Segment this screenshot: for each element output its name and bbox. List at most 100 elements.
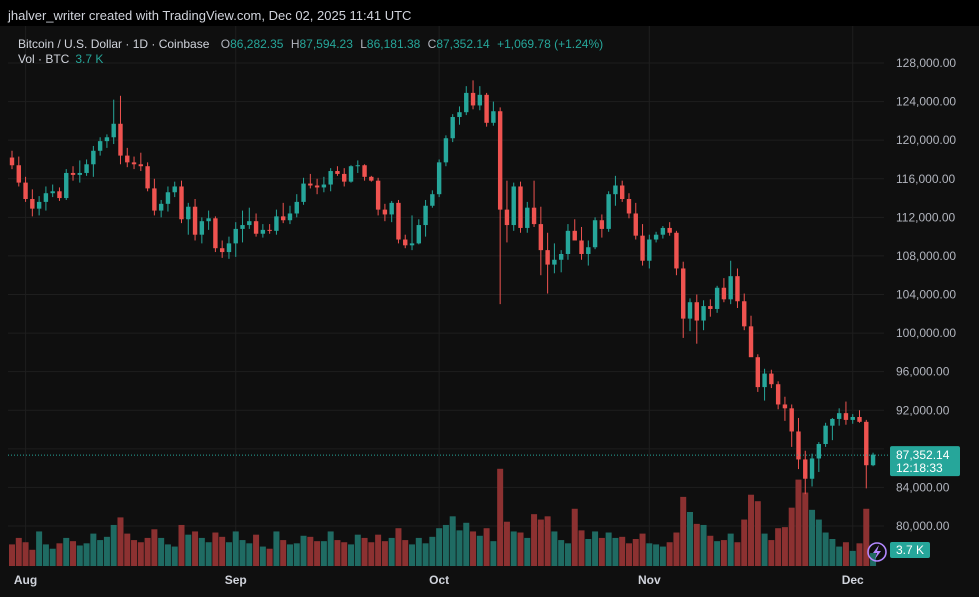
candle[interactable]	[131, 156, 137, 170]
candle[interactable]	[721, 278, 727, 303]
candle[interactable]	[274, 209, 279, 235]
candle[interactable]	[104, 134, 110, 148]
symbol-title[interactable]: Bitcoin / U.S. Dollar · 1D · Coinbase	[18, 37, 210, 51]
candle[interactable]	[769, 369, 774, 389]
candle[interactable]	[84, 159, 89, 176]
candle[interactable]	[450, 114, 455, 143]
candle[interactable]	[321, 176, 327, 193]
candle[interactable]	[70, 166, 76, 181]
candle[interactable]	[674, 230, 679, 276]
candle[interactable]	[552, 243, 557, 274]
candle[interactable]	[464, 86, 469, 116]
candle[interactable]	[796, 417, 801, 470]
candle[interactable]	[789, 404, 794, 447]
candle[interactable]	[240, 210, 245, 243]
candle[interactable]	[145, 162, 150, 192]
candle[interactable]	[260, 224, 266, 238]
candle[interactable]	[491, 101, 496, 126]
candle[interactable]	[687, 298, 693, 332]
candle[interactable]	[294, 194, 299, 218]
candle[interactable]	[803, 450, 808, 495]
candle[interactable]	[328, 168, 333, 192]
candle[interactable]	[850, 414, 855, 424]
candle[interactable]	[362, 164, 367, 181]
candle[interactable]	[457, 106, 462, 125]
candle[interactable]	[660, 226, 666, 239]
candle[interactable]	[57, 187, 62, 201]
candle[interactable]	[118, 95, 123, 165]
candle[interactable]	[64, 169, 69, 200]
candle[interactable]	[138, 152, 144, 172]
candle[interactable]	[538, 206, 544, 276]
candle[interactable]	[16, 156, 21, 187]
candle[interactable]	[213, 216, 218, 253]
candle[interactable]	[477, 86, 483, 111]
candle[interactable]	[586, 240, 591, 266]
candle[interactable]	[247, 207, 252, 229]
candle[interactable]	[186, 202, 191, 235]
candle[interactable]	[219, 240, 225, 258]
candle[interactable]	[558, 250, 564, 273]
candle[interactable]	[599, 214, 605, 238]
candle[interactable]	[430, 190, 435, 208]
candle[interactable]	[870, 452, 876, 467]
candle[interactable]	[199, 217, 205, 244]
candle[interactable]	[620, 180, 625, 202]
candle[interactable]	[708, 299, 713, 317]
candle[interactable]	[762, 368, 767, 401]
candle[interactable]	[681, 261, 686, 338]
candle[interactable]	[728, 260, 733, 305]
candle[interactable]	[579, 226, 584, 260]
candle[interactable]	[633, 202, 638, 240]
candle[interactable]	[308, 173, 313, 189]
candle[interactable]	[653, 231, 659, 243]
candle[interactable]	[375, 177, 381, 216]
candle[interactable]	[525, 201, 530, 233]
candle[interactable]	[843, 401, 849, 425]
candle[interactable]	[782, 396, 788, 421]
candle[interactable]	[206, 210, 211, 230]
candle[interactable]	[50, 184, 55, 198]
candle[interactable]	[233, 222, 238, 257]
candle[interactable]	[775, 381, 781, 410]
candle[interactable]	[23, 176, 28, 202]
candle[interactable]	[403, 234, 408, 249]
candle[interactable]	[531, 180, 537, 227]
candle[interactable]	[409, 215, 415, 251]
candle[interactable]	[511, 182, 516, 231]
candle[interactable]	[253, 213, 259, 237]
candle[interactable]	[43, 186, 49, 211]
candle[interactable]	[30, 189, 35, 217]
candle[interactable]	[694, 294, 699, 344]
candle[interactable]	[9, 150, 15, 170]
candle[interactable]	[592, 217, 598, 250]
candle[interactable]	[396, 199, 401, 244]
candle[interactable]	[857, 410, 862, 423]
candle[interactable]	[287, 205, 293, 225]
candle[interactable]	[192, 199, 198, 241]
candle[interactable]	[443, 135, 449, 167]
candle[interactable]	[504, 180, 510, 243]
candle[interactable]	[484, 92, 489, 127]
candle[interactable]	[830, 417, 835, 441]
candle[interactable]	[301, 177, 306, 205]
candle[interactable]	[91, 145, 96, 177]
candle[interactable]	[545, 232, 550, 294]
candle[interactable]	[348, 165, 354, 183]
candle[interactable]	[613, 175, 618, 206]
candle[interactable]	[572, 219, 577, 241]
candle[interactable]	[226, 236, 232, 259]
candle[interactable]	[342, 168, 347, 187]
candle[interactable]	[281, 202, 286, 224]
candle[interactable]	[518, 181, 523, 233]
candle[interactable]	[125, 147, 130, 168]
candle[interactable]	[640, 224, 645, 266]
candle[interactable]	[809, 453, 815, 487]
candle[interactable]	[647, 234, 652, 269]
candle[interactable]	[355, 160, 360, 173]
candle[interactable]	[714, 285, 720, 313]
candle[interactable]	[755, 354, 760, 392]
candle[interactable]	[97, 137, 103, 156]
candle[interactable]	[565, 224, 571, 260]
